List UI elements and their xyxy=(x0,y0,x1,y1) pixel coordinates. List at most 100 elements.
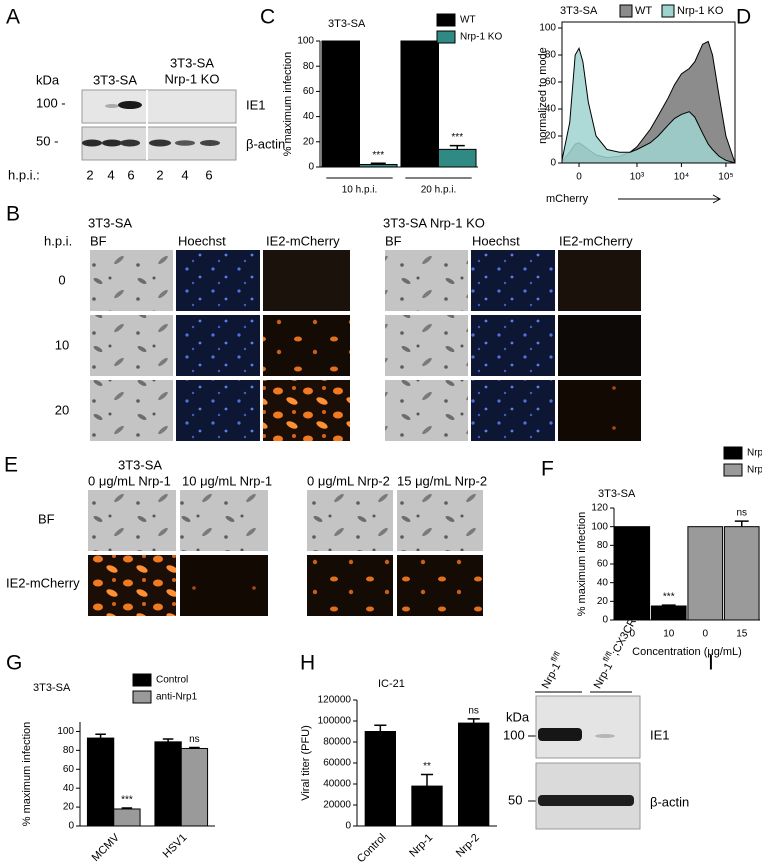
legend-label: Nrp-2 xyxy=(747,465,762,476)
micrograph xyxy=(558,315,641,376)
micrograph xyxy=(385,315,468,376)
micrograph xyxy=(385,250,468,311)
bar xyxy=(400,40,440,168)
protein: IE1 xyxy=(650,727,670,742)
y-tick-label: 40 xyxy=(597,577,609,588)
y-tick-label: 100 xyxy=(539,23,556,34)
y-tick-label: 0 xyxy=(550,158,556,169)
x-tick-label: MCMV xyxy=(90,831,123,864)
band xyxy=(105,104,119,108)
lane-group: Nrp-1 KO xyxy=(165,71,220,86)
x-tick-label: Control xyxy=(355,832,389,866)
channel-label: IE2-mCherry xyxy=(6,575,80,590)
y-tick-label: 80000 xyxy=(323,737,351,748)
row-label: 20 xyxy=(55,402,69,417)
error-bar xyxy=(734,520,749,527)
bar xyxy=(438,148,477,168)
lane-group: 3T3-SA xyxy=(93,72,137,87)
x-tick-label: 10⁵ xyxy=(718,172,733,183)
micrograph xyxy=(307,555,393,616)
y-tick-label: 60000 xyxy=(323,758,351,769)
chart-title: 3T3-SA xyxy=(33,682,71,694)
y-tick-label: 100000 xyxy=(318,716,352,727)
band xyxy=(538,795,634,806)
legend-label: Nrp-1 KO xyxy=(460,32,502,43)
y-tick-label: 60 xyxy=(597,559,609,570)
y-tick-label: 60 xyxy=(545,77,557,88)
x-axis-label: Concentration (μg/mL) xyxy=(632,646,742,658)
y-tick-label: 80 xyxy=(545,50,557,61)
y-tick-label: 20000 xyxy=(323,800,351,811)
channel-label: BF xyxy=(385,233,402,248)
micrograph xyxy=(558,380,641,441)
y-tick-label: 60 xyxy=(303,86,315,97)
error-bar xyxy=(162,738,174,742)
error-bar xyxy=(189,746,200,749)
panel-letter: D xyxy=(736,6,751,29)
y-axis-label: Viral titer (PFU) xyxy=(300,725,312,801)
annotation: ** xyxy=(423,761,431,772)
legend-label: WT xyxy=(460,15,476,26)
y-tick-label: 20 xyxy=(303,136,315,147)
condition-label: 15 μg/mL Nrp-2 xyxy=(397,473,487,488)
hpi: 6 xyxy=(127,167,134,182)
condition-label: 0 μg/mL Nrp-1 xyxy=(88,473,171,488)
y-tick-label: 0 xyxy=(345,821,351,832)
micrograph xyxy=(176,380,260,441)
micrograph xyxy=(90,250,173,311)
legend-label: Nrp-1 xyxy=(747,448,762,459)
bar xyxy=(86,737,115,827)
micrograph xyxy=(176,315,260,376)
micrograph xyxy=(88,555,176,616)
micrograph xyxy=(90,380,173,441)
micrograph xyxy=(176,250,260,311)
condition-label: 10 μg/mL Nrp-1 xyxy=(182,473,272,488)
row-label: 0 xyxy=(58,272,65,287)
annotation: ns xyxy=(736,508,747,519)
x-tick-label: 20 h.p.i. xyxy=(421,185,457,196)
hpi-label: h.p.i.: xyxy=(8,167,40,182)
legend-label: Nrp-1 KO xyxy=(677,5,724,17)
panel-letter: C xyxy=(260,6,275,29)
x-tick-label: 10 h.p.i. xyxy=(342,185,378,196)
hpi: 2 xyxy=(156,167,163,182)
band xyxy=(538,728,582,741)
micrograph xyxy=(263,380,350,441)
y-tick-label: 100 xyxy=(591,521,608,532)
band xyxy=(102,139,122,147)
band xyxy=(595,734,615,738)
error-bar xyxy=(370,162,386,165)
y-axis-label: % maximum infection xyxy=(282,52,294,157)
micrograph xyxy=(471,380,555,441)
x-tick-label: 0 xyxy=(629,629,635,640)
chart-title: IC-21 xyxy=(378,678,405,690)
y-tick-label: 40000 xyxy=(323,779,351,790)
error-bar xyxy=(374,724,387,732)
y-tick-label: 60 xyxy=(63,764,75,775)
x-tick-label: HSV1 xyxy=(161,832,190,861)
band xyxy=(200,140,220,146)
channel-label: IE2-mCherry xyxy=(266,233,340,248)
bar xyxy=(650,605,687,621)
panel-letter: A xyxy=(6,6,20,29)
legend-swatch xyxy=(132,690,152,704)
legend-swatch xyxy=(723,446,743,460)
micrograph xyxy=(471,250,555,311)
protein: IE1 xyxy=(246,97,266,112)
chart-title: 3T3-SA xyxy=(560,5,598,17)
error-bar xyxy=(121,807,133,809)
error-bar xyxy=(661,604,676,606)
annotation: *** xyxy=(121,795,133,806)
y-tick-label: 100 xyxy=(57,726,74,737)
band xyxy=(120,139,140,147)
chart-title: 3T3-SA xyxy=(598,488,636,500)
micrograph xyxy=(397,490,483,551)
annotation: *** xyxy=(372,150,384,161)
legend-swatch xyxy=(723,463,743,477)
micrograph xyxy=(180,490,268,551)
error-bar xyxy=(467,718,480,724)
blot-strip xyxy=(535,695,641,759)
channel-label: Hoechst xyxy=(178,233,226,248)
y-tick-label: 20 xyxy=(63,802,75,813)
legend-swatch xyxy=(661,4,675,18)
